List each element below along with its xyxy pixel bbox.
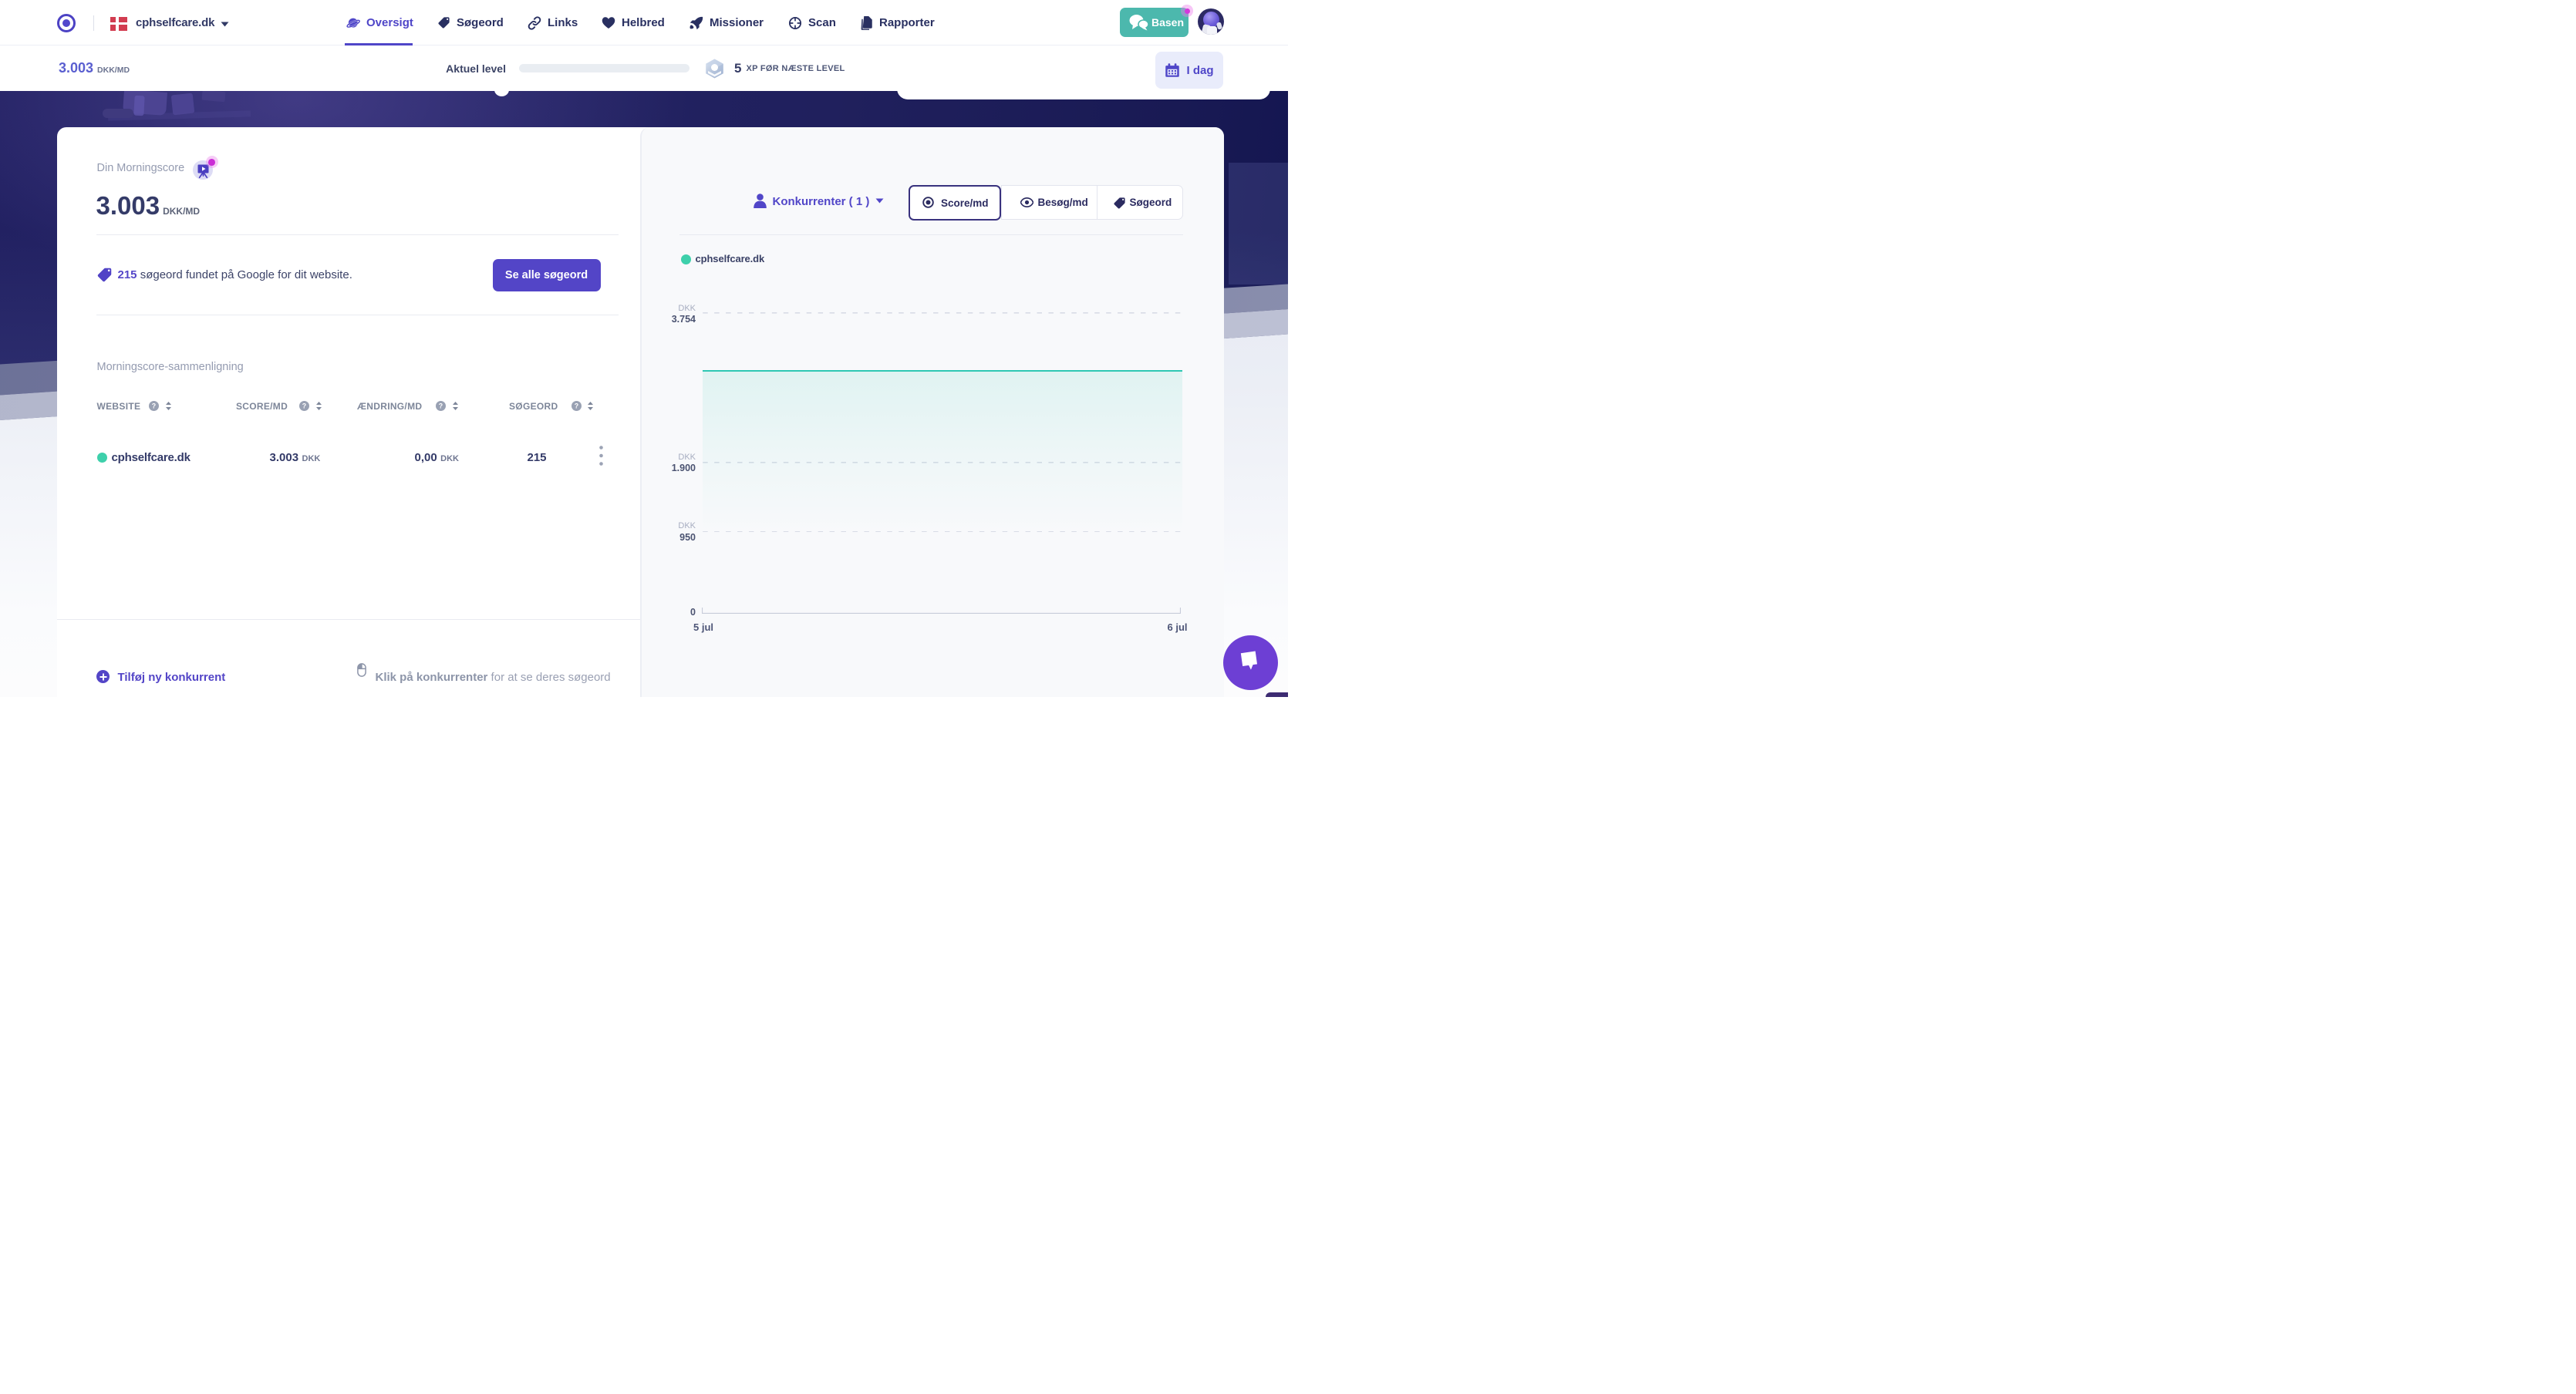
svg-text:?: ? bbox=[439, 402, 443, 410]
svg-text:?: ? bbox=[151, 402, 155, 410]
svg-text:?: ? bbox=[574, 402, 578, 410]
svg-text:?: ? bbox=[302, 402, 306, 410]
